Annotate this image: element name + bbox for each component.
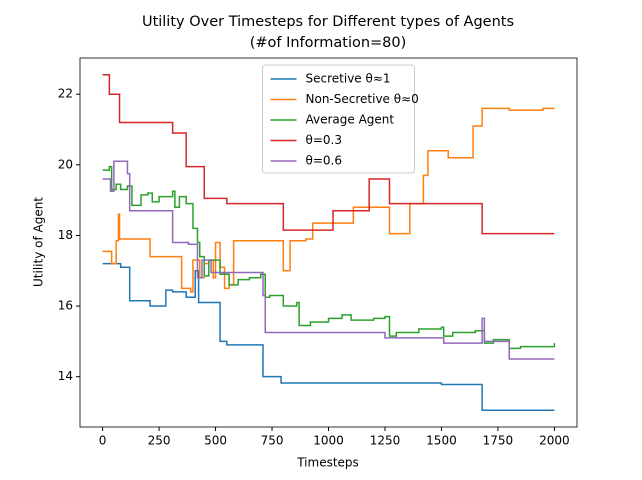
series-line bbox=[102, 165, 556, 350]
chart-subtitle: (#of Information=80) bbox=[250, 35, 407, 51]
x-tick-label: 1500 bbox=[426, 434, 457, 448]
legend-box bbox=[262, 64, 415, 174]
x-tick-label: 500 bbox=[204, 434, 227, 448]
x-tick-label: 250 bbox=[148, 434, 171, 448]
x-tick-label: 0 bbox=[99, 434, 107, 448]
y-tick-label: 18 bbox=[58, 228, 73, 242]
x-axis-label: Timesteps bbox=[296, 456, 359, 470]
series-line bbox=[102, 107, 555, 293]
y-tick-label: 14 bbox=[58, 369, 73, 383]
legend-label: Secretive θ≈1 bbox=[306, 72, 391, 86]
x-tick-label: 1000 bbox=[313, 434, 344, 448]
legend-label: θ=0.6 bbox=[306, 154, 342, 168]
y-axis-label: Utility of Agent bbox=[32, 197, 46, 287]
x-tick-label: 2000 bbox=[539, 434, 570, 448]
series-line bbox=[102, 262, 555, 411]
y-tick-label: 16 bbox=[58, 299, 73, 313]
y-tick-label: 20 bbox=[58, 157, 73, 171]
series-line bbox=[102, 74, 555, 235]
x-tick-label: 750 bbox=[261, 434, 284, 448]
legend-label: Average Agent bbox=[306, 113, 395, 127]
x-tick-label: 1750 bbox=[483, 434, 514, 448]
legend-label: θ=0.3 bbox=[306, 133, 342, 147]
chart-title: Utility Over Timesteps for Different typ… bbox=[142, 14, 514, 30]
y-tick-label: 22 bbox=[58, 87, 73, 101]
legend-label: Non-Secretive θ≈0 bbox=[306, 92, 419, 106]
plot-frame bbox=[79, 57, 578, 428]
series-line bbox=[102, 160, 555, 360]
x-tick-label: 1250 bbox=[370, 434, 401, 448]
legend: Secretive θ≈1 Non-Secretive θ≈0 Average Ag… bbox=[262, 64, 419, 174]
